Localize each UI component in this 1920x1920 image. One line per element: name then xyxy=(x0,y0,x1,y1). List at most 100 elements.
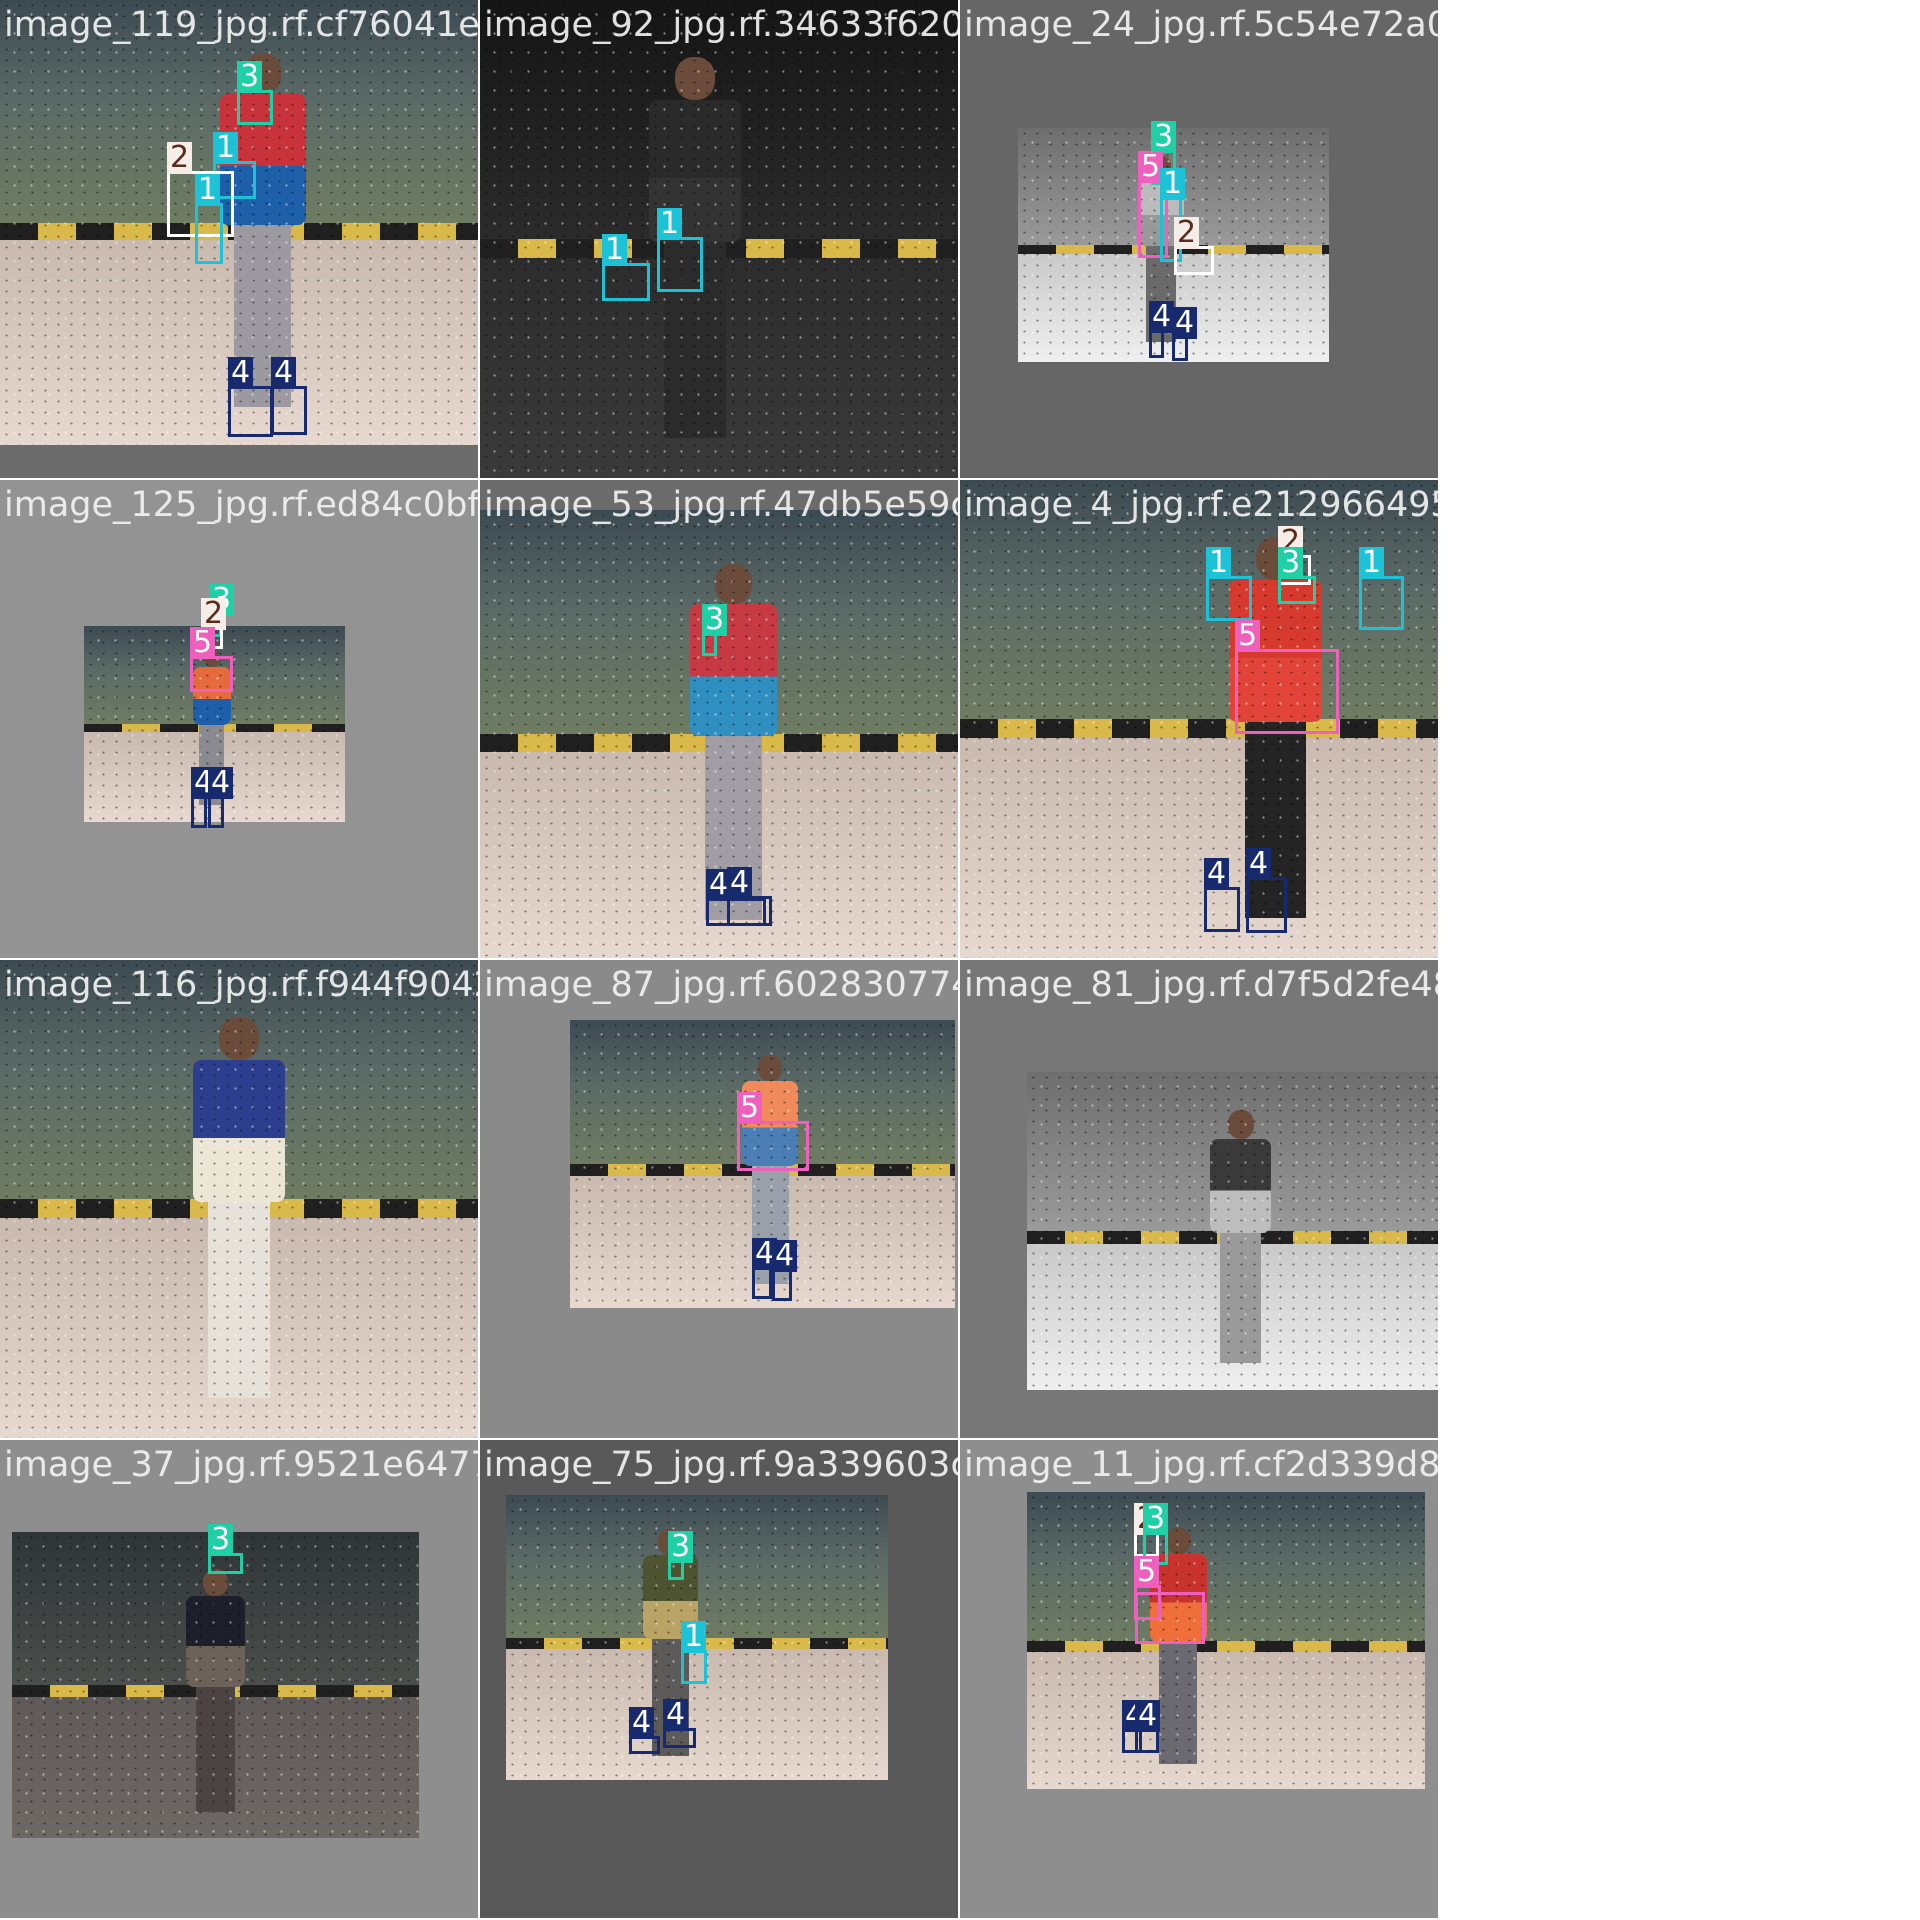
person xyxy=(184,1017,294,1409)
road xyxy=(506,1648,888,1780)
image-tile-12: 23544image_11_jpg.rf.cf2d339d8a4aaa990d6… xyxy=(960,1440,1438,1918)
photo xyxy=(0,960,478,1438)
detection-box-class-4: 4 xyxy=(271,357,307,435)
photo xyxy=(1027,1492,1425,1789)
detection-label: 2 xyxy=(1174,217,1200,249)
image-tile-3: 351 2 44 image_24_jpg.rf.5c54e72a01ff540ba2… xyxy=(960,0,1438,478)
detection-box-class-4: 4 xyxy=(1135,1700,1161,1753)
photo xyxy=(1027,1072,1438,1390)
detection-box-class-4: 4 xyxy=(191,767,217,828)
detection-label: 4 xyxy=(772,1240,798,1272)
image-filename-title: image_53_jpg.rf.47db5e59c6467b87cd471e2 xyxy=(484,485,958,525)
detection-box-class-4: 4 xyxy=(727,867,772,926)
person-head xyxy=(675,57,715,101)
detection-label: 1 xyxy=(1160,168,1186,200)
detection-box-class-5 xyxy=(1135,1592,1205,1644)
detection-label: 5 xyxy=(1134,1556,1160,1588)
background-fence xyxy=(960,480,1438,719)
detection-box-class-3: 3 xyxy=(668,1531,694,1580)
detection-box-class-1: 1 xyxy=(1206,547,1252,621)
detection-label: 3 xyxy=(702,604,728,636)
image-tile-4: 32544image_125_jpg.rf.ed84c0bf58443a95f9… xyxy=(0,480,478,958)
detection-label: 4 xyxy=(663,1699,689,1731)
detection-box-class-5: 5 xyxy=(190,627,233,692)
detection-box-class-3: 3 xyxy=(208,1524,243,1574)
person-torso xyxy=(1210,1138,1272,1233)
detection-label: 3 xyxy=(237,61,263,93)
detection-label: 5 xyxy=(1235,620,1261,652)
person-torso xyxy=(192,1060,286,1202)
background-fence xyxy=(1027,1492,1425,1641)
detection-box-class-4: 4 xyxy=(629,1707,660,1754)
person xyxy=(640,57,750,449)
detection-box-class-5: 5 xyxy=(1138,151,1168,258)
detection-box-class-2: 2 xyxy=(167,142,234,237)
detection-label: 1 xyxy=(681,1621,707,1653)
detection-box-class-1: 1 xyxy=(657,208,703,292)
detection-box-class-4: 4 xyxy=(228,357,273,437)
detection-box-class-5: 5 xyxy=(737,1092,809,1171)
image-tile-9: image_81_jpg.rf.d7f5d2fe48bef15537be75cc… xyxy=(960,960,1438,1438)
image-tile-8: 5 44 image_87_jpg.rf.602830774b34048771064… xyxy=(480,960,958,1438)
detection-label: 3 xyxy=(1278,547,1304,579)
detection-label: 4 xyxy=(629,1707,655,1739)
detection-label: 2 xyxy=(201,598,227,630)
detection-label: 4 xyxy=(706,869,732,901)
detection-box-class-4: 4 xyxy=(663,1699,696,1748)
image-filename-title: image_75_jpg.rf.9a339603c6acc1327f27 xyxy=(484,1445,958,1485)
detection-label: 1 xyxy=(1359,547,1385,579)
image-filename-title: image_81_jpg.rf.d7f5d2fe48bef15537be75cc… xyxy=(964,965,1438,1005)
image-filename-title: image_37_jpg.rf.9521e6477437c7392d18b xyxy=(4,1445,478,1485)
image-tile-11: 3 1 44 image_75_jpg.rf.9a339603c6acc1327f27 xyxy=(480,1440,958,1918)
detection-label: 4 xyxy=(271,357,297,389)
detection-label: 4 xyxy=(1246,848,1272,880)
detection-box-class-4: 4 xyxy=(772,1240,798,1301)
detection-label: 4 xyxy=(208,767,234,799)
person-legs xyxy=(1220,1232,1262,1364)
detection-label: 4 xyxy=(727,867,753,899)
image-filename-title: image_4_jpg.rf.e212966495cfef1212fc84f29 xyxy=(964,485,1438,525)
detection-label: 5 xyxy=(737,1092,763,1124)
detection-label: 4 xyxy=(1204,858,1230,890)
image-filename-title: image_92_jpg.rf.34633f62073a49b2416bb4b xyxy=(484,5,958,45)
detection-box-class-3: 3 xyxy=(1151,121,1177,185)
image-tile-7: image_116_jpg.rf.f944f90420f11ebf17f xyxy=(0,960,478,1438)
detection-label: 1 xyxy=(1206,547,1232,579)
image-tile-2: 11 image_92_jpg.rf.34633f62073a49b2416bb4… xyxy=(480,0,958,478)
detection-label: 3 xyxy=(1151,121,1177,153)
person-head xyxy=(714,563,752,605)
detection-label: 4 xyxy=(1149,301,1175,333)
detection-box-class-3: 3 xyxy=(1143,1503,1169,1565)
curb-stripe xyxy=(960,719,1438,739)
image-filename-title: image_125_jpg.rf.ed84c0bf58443a95f94b0 xyxy=(4,485,478,525)
detection-label: 5 xyxy=(190,627,216,659)
detection-box-class-1: 1 xyxy=(1359,547,1404,630)
image-filename-title: image_119_jpg.rf.cf76041e100a6e2992be3 xyxy=(4,5,478,45)
image-tile-10: 3 image_37_jpg.rf.9521e6477437c7392d18b xyxy=(0,1440,478,1918)
detection-label: 1 xyxy=(213,132,239,164)
detection-box-class-2: 2 xyxy=(1174,217,1214,275)
detection-box-class-4: 4 xyxy=(208,767,234,828)
person xyxy=(1144,1527,1212,1772)
image-filename-title: image_24_jpg.rf.5c54e72a01ff540ba2eb593 xyxy=(964,5,1438,45)
detection-box-class-1: 1 xyxy=(213,132,256,199)
image-tile-6: 2311544image_4_jpg.rf.e212966495cfef1212… xyxy=(960,480,1438,958)
person-legs xyxy=(195,1686,236,1813)
detection-label: 1 xyxy=(195,174,221,206)
detection-box-class-1: 1 xyxy=(681,1621,707,1684)
detection-label: 3 xyxy=(208,1524,234,1556)
person-torso xyxy=(192,667,231,726)
image-tile-1: 3 121 44 image_119_jpg.rf.cf76041e100a6e299… xyxy=(0,0,478,478)
image-filename-title: image_87_jpg.rf.602830774b34048771064c1 xyxy=(484,965,958,1005)
detection-label: 1 xyxy=(657,208,683,240)
detection-box-class-3: 3 xyxy=(702,604,728,656)
detection-label: 1 xyxy=(602,234,628,266)
detection-label: 5 xyxy=(1138,151,1164,183)
person-legs xyxy=(1159,1642,1198,1764)
detection-box-class-4: 4 xyxy=(1172,307,1198,361)
photo xyxy=(480,0,958,478)
person xyxy=(638,1529,703,1763)
image-filename-title: image_11_jpg.rf.cf2d339d8a4aaa990d6c7c2 xyxy=(964,1445,1438,1485)
person xyxy=(1204,1110,1277,1371)
person-head xyxy=(219,1017,259,1061)
